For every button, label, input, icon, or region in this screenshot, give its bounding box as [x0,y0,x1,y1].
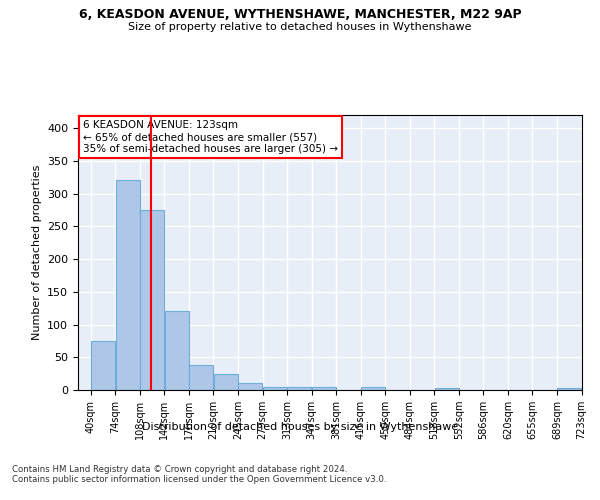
Text: 6, KEASDON AVENUE, WYTHENSHAWE, MANCHESTER, M22 9AP: 6, KEASDON AVENUE, WYTHENSHAWE, MANCHEST… [79,8,521,20]
Text: 6 KEASDON AVENUE: 123sqm
← 65% of detached houses are smaller (557)
35% of semi-: 6 KEASDON AVENUE: 123sqm ← 65% of detach… [83,120,338,154]
Bar [116,180,140,390]
Bar [434,388,458,390]
Bar [361,386,385,390]
Bar [557,388,581,390]
Bar [189,365,213,390]
Bar [287,388,311,390]
Bar [263,386,287,390]
Text: Size of property relative to detached houses in Wythenshawe: Size of property relative to detached ho… [128,22,472,32]
Y-axis label: Number of detached properties: Number of detached properties [32,165,41,340]
Bar [312,388,336,390]
Bar [140,210,164,390]
Bar [164,312,188,390]
Bar [214,374,238,390]
Text: Contains HM Land Registry data © Crown copyright and database right 2024.
Contai: Contains HM Land Registry data © Crown c… [12,465,386,484]
Bar [238,383,262,390]
Bar [91,341,115,390]
Text: Distribution of detached houses by size in Wythenshawe: Distribution of detached houses by size … [142,422,458,432]
